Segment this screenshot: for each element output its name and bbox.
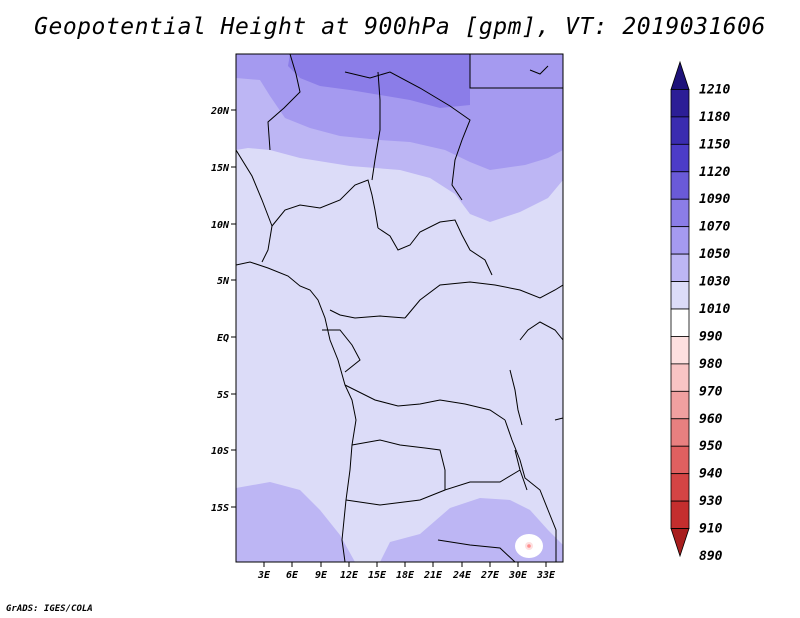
lon-axis: 3E 6E 9E 12E 15E 18E 21E 24E 27E 30E 33E [257, 562, 556, 581]
colorbar-swatch [670, 60, 690, 90]
colorbar-swatch [670, 418, 690, 447]
colorbar-label: 1210 [699, 82, 730, 97]
lat-label: 20N [210, 106, 230, 117]
lon-label: 3E [257, 570, 271, 581]
lat-label: 15S [211, 503, 229, 514]
lon-label: 18E [396, 570, 415, 581]
map-plot-area [236, 54, 563, 562]
colorbar-swatch [670, 281, 690, 310]
colorbar-swatch [670, 253, 690, 282]
chart-title: Geopotential Height at 900hPa [gpm], VT:… [34, 14, 766, 40]
colorbar-label: 970 [699, 384, 723, 399]
colorbar-label: 980 [699, 357, 723, 372]
colorbar-label: 960 [699, 412, 723, 427]
lon-label: 27E [480, 570, 500, 581]
lat-axis: 20N 15N 10N 5N EQ 5S 10S 15S [210, 106, 236, 514]
lat-label: 5N [217, 276, 230, 287]
colorbar-swatch [670, 500, 690, 529]
credit-text: GrADS: IGES/COLA [6, 604, 93, 614]
colorbar-swatch [670, 528, 690, 558]
colorbar-label: 1180 [699, 110, 730, 125]
colorbar-swatch [670, 390, 690, 420]
colorbar-label: 1120 [699, 165, 730, 180]
colorbar-label: 990 [699, 329, 723, 344]
map-frame [235, 53, 564, 563]
colorbar-label: 1070 [699, 220, 730, 235]
colorbar-label: 950 [699, 439, 723, 454]
lat-label: EQ [217, 333, 229, 344]
country-borders [236, 54, 563, 562]
colorbar-swatch [670, 143, 690, 173]
colorbar-label: 1010 [699, 302, 730, 317]
colorbar-swatch [670, 445, 690, 475]
lon-label: 12E [340, 570, 359, 581]
colorbar-swatch [670, 116, 690, 145]
colorbar-swatch [670, 336, 690, 365]
lat-label: 10N [211, 220, 230, 231]
colorbar-swatch [670, 198, 690, 228]
low-center-marker [527, 544, 531, 548]
colorbar-swatch [670, 308, 690, 337]
lat-label: 5S [217, 390, 229, 401]
lat-label: 10S [211, 446, 229, 457]
colorbar-swatch [670, 171, 690, 200]
field-1030-southwest [236, 482, 355, 562]
colorbar-swatch [670, 473, 690, 502]
lon-label: 6E [286, 570, 299, 581]
colorbar-label: 1090 [699, 192, 730, 207]
colorbar-swatch [670, 363, 690, 392]
colorbar-label: 1050 [699, 247, 730, 262]
lon-label: 30E [508, 570, 528, 581]
lat-label: 15N [211, 163, 230, 174]
lon-label: 24E [452, 570, 472, 581]
lon-label: 21E [423, 570, 443, 581]
colorbar-label: 930 [699, 494, 723, 509]
colorbar-label: 890 [699, 549, 723, 564]
lon-label: 15E [368, 570, 387, 581]
colorbar-label: 910 [699, 522, 723, 537]
colorbar-label: 1030 [699, 275, 730, 290]
colorbar-swatch [670, 226, 690, 255]
lon-label: 9E [315, 570, 328, 581]
colorbar-label: 1150 [699, 137, 730, 152]
colorbar: 1210 1180 1150 1120 1090 1070 1050 1030 1010 990 9… [670, 60, 730, 564]
colorbar-swatch [670, 89, 690, 118]
lon-label: 33E [536, 570, 556, 581]
colorbar-label: 940 [699, 467, 723, 482]
